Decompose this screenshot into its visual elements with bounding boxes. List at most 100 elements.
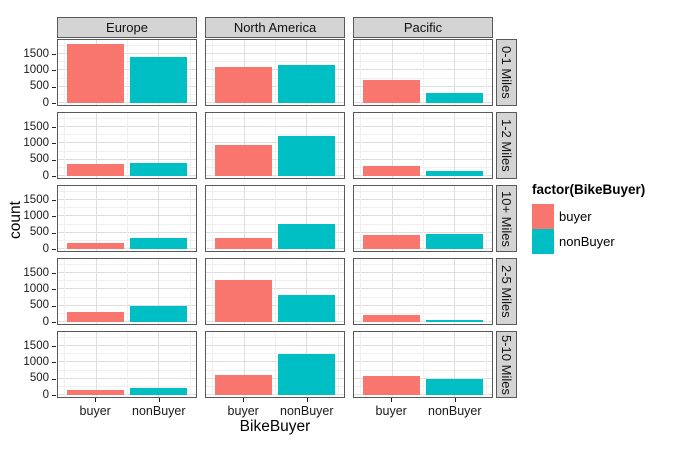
gridline-vertical (360, 332, 362, 397)
gridline-vertical (337, 259, 339, 324)
y-tick-mark (52, 378, 56, 380)
gridline-vertical (423, 40, 424, 105)
panel-2-1 (353, 112, 493, 179)
gridline-vertical (337, 332, 339, 397)
bar-nonBuyer (130, 237, 187, 249)
gridline-vertical (158, 332, 160, 397)
panel-1-4 (205, 331, 345, 398)
gridline-vertical (391, 113, 393, 178)
y-tick-mark (52, 200, 56, 202)
y-tick-label: 1500 (23, 120, 49, 133)
gridline-vertical (306, 186, 308, 251)
gridline-vertical (306, 259, 308, 324)
facet-row-label: 5-10 Miles (499, 334, 514, 395)
gridline-vertical (337, 113, 339, 178)
bar-buyer (363, 315, 420, 322)
facet-row-label: 10+ Miles (499, 190, 514, 247)
bar-nonBuyer (278, 353, 335, 395)
gridline-vertical (275, 40, 276, 105)
x-tick-label: nonBuyer (132, 404, 186, 418)
gridline-vertical (360, 186, 362, 251)
gridline-vertical (127, 113, 128, 178)
bar-nonBuyer (278, 65, 335, 103)
bar-buyer (67, 311, 124, 322)
legend-key-label: nonBuyer (559, 234, 615, 249)
y-tick-mark (52, 305, 56, 307)
y-tick-mark (52, 216, 56, 218)
gridline-vertical (423, 186, 424, 251)
gridline-vertical (423, 259, 424, 324)
y-tick-mark (52, 273, 56, 275)
y-tick-mark (52, 362, 56, 364)
y-tick-label: 1500 (23, 47, 49, 60)
y-tick-mark (52, 127, 56, 129)
gridline-vertical (485, 259, 487, 324)
gridline-vertical (189, 40, 191, 105)
gridline-vertical (454, 332, 456, 397)
y-tick-label: 1500 (23, 339, 49, 352)
bar-nonBuyer (130, 306, 187, 322)
gridline-vertical (360, 40, 362, 105)
y-tick-label: 0 (42, 96, 49, 109)
facet-row-strip: 5-10 Miles (496, 331, 517, 398)
panel-2-2 (353, 185, 493, 252)
panel-1-1 (205, 112, 345, 179)
bar-nonBuyer (426, 378, 483, 395)
gridline-vertical (454, 186, 456, 251)
gridline-vertical (423, 332, 424, 397)
facet-row-strip: 0-1 Miles (496, 39, 517, 106)
bar-nonBuyer (426, 170, 483, 176)
gridline-vertical (243, 332, 245, 397)
y-tick-mark (52, 70, 56, 72)
y-tick-mark (52, 54, 56, 56)
gridline-vertical (127, 40, 128, 105)
gridline-vertical (212, 332, 214, 397)
bar-buyer (363, 80, 420, 103)
gridline-vertical (391, 40, 393, 105)
bar-nonBuyer (278, 224, 335, 249)
bar-buyer (363, 166, 420, 176)
bar-nonBuyer (426, 234, 483, 249)
y-tick-label: 1500 (23, 266, 49, 279)
bar-buyer (215, 145, 272, 176)
gridline-vertical (189, 186, 191, 251)
gridline-vertical (64, 332, 66, 397)
legend-key-buyer: buyer (532, 204, 645, 229)
y-tick-mark (52, 86, 56, 88)
gridline-vertical (127, 259, 128, 324)
facet-row-strip: 2-5 Miles (496, 258, 517, 325)
x-tick-label: buyer (375, 404, 407, 418)
gridline-vertical (454, 113, 456, 178)
legend-key-nonBuyer: nonBuyer (532, 229, 645, 254)
y-tick-mark (52, 103, 56, 104)
gridline-vertical (212, 40, 214, 105)
y-tick-label: 500 (29, 153, 49, 166)
bar-buyer (67, 43, 124, 103)
facet-row-label: 0-1 Miles (499, 46, 514, 99)
gridline-vertical (158, 113, 160, 178)
bar-nonBuyer (130, 162, 187, 176)
panel-2-0 (353, 39, 493, 106)
facet-column-strip: Europe (57, 17, 197, 38)
y-tick-label: 500 (29, 226, 49, 239)
gridline-vertical (454, 259, 456, 324)
y-tick-label: 500 (29, 80, 49, 93)
facet-column-label: Pacific (403, 20, 443, 35)
facet-column-strip: Pacific (353, 17, 493, 38)
facet-row-strip: 1-2 Miles (496, 112, 517, 179)
panel-2-4 (353, 331, 493, 398)
facet-column-label: North America (233, 20, 317, 35)
y-tick-mark (52, 249, 56, 250)
bar-buyer (215, 237, 272, 249)
bar-buyer (67, 243, 124, 249)
x-tick-mark (306, 398, 308, 402)
x-tick-mark (95, 398, 97, 402)
legend-keys: buyer nonBuyer (532, 204, 645, 254)
y-tick-mark (52, 346, 56, 348)
legend-swatch-buyer (532, 204, 554, 229)
panel-0-1 (57, 112, 197, 179)
gridline-vertical (454, 40, 456, 105)
bar-buyer (215, 67, 272, 103)
y-tick-label: 0 (42, 315, 49, 328)
